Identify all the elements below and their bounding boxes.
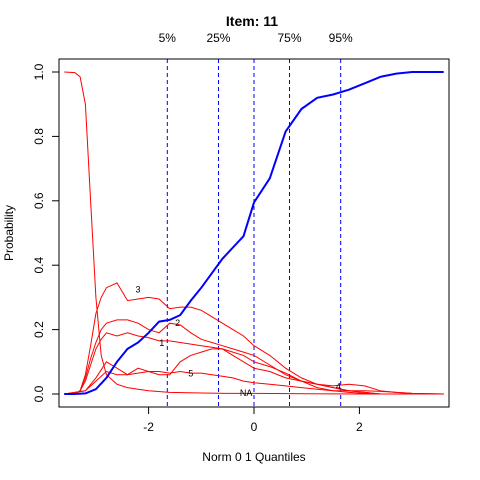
- curve-label: 5: [188, 368, 193, 378]
- y-tick-label: 0.8: [32, 128, 46, 145]
- x-tick-label: 0: [251, 420, 258, 434]
- option-curve: [64, 348, 444, 395]
- curve-label: NA: [240, 388, 253, 398]
- x-tick-label: -2: [143, 420, 154, 434]
- plot-area: 3 2 1 5 NA 4: [64, 59, 444, 407]
- curve-label: 4: [336, 382, 341, 392]
- y-tick-label: 0.6: [32, 192, 46, 209]
- curve-labels: 3 2 1 5 NA 4: [136, 284, 341, 398]
- curve-label: 1: [159, 338, 164, 348]
- quantile-label: 25%: [206, 31, 230, 45]
- y-tick-label: 0.4: [32, 257, 46, 274]
- expected-curve-group: [64, 71, 444, 395]
- quantile-label: 75%: [278, 31, 302, 45]
- x-axis-label: Norm 0 1 Quantiles: [202, 450, 305, 464]
- curve-label: 3: [136, 284, 141, 294]
- option-curves: [64, 71, 444, 395]
- y-tick-label: 1.0: [32, 63, 46, 80]
- quantile-labels: 5% 25% 75% 95%: [159, 31, 353, 45]
- option-curve: [64, 367, 444, 395]
- y-axis-label: Probability: [2, 205, 16, 261]
- option-curve: [64, 71, 444, 395]
- quantile-label: 5%: [159, 31, 177, 45]
- x-axis: -2 0 2: [143, 407, 363, 434]
- curve-label: 2: [175, 318, 180, 328]
- quantile-label: 95%: [329, 31, 353, 45]
- y-tick-label: 0.0: [32, 385, 46, 402]
- option-curve: [64, 332, 444, 395]
- expected-curve: [64, 71, 444, 395]
- y-axis: 0.0 0.2 0.4 0.6 0.8 1.0: [32, 63, 59, 402]
- x-tick-label: 2: [356, 420, 363, 434]
- y-tick-label: 0.2: [32, 321, 46, 338]
- chart-title: Item: 11: [226, 13, 278, 29]
